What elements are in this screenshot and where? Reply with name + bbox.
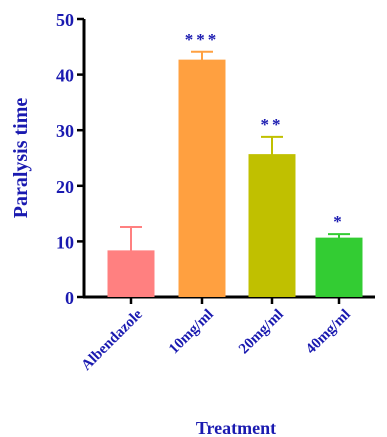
- y-tick-label: 40: [56, 66, 74, 86]
- bar: [178, 60, 226, 298]
- y-tick-label: 50: [56, 10, 74, 30]
- x-tick-label: 20mg/ml: [236, 307, 287, 358]
- significance-label: **: [261, 115, 284, 134]
- x-tick-label: 40mg/ml: [303, 307, 354, 358]
- significance-label: *: [333, 212, 345, 231]
- y-axis-label: Paralysis time: [10, 98, 32, 219]
- y-tick-label: 20: [56, 177, 74, 197]
- y-tick-label: 0: [65, 288, 74, 308]
- plot-area: 0 10 20 30 40 50 Albendazole *** 10mg/ml ** 20mg/m…: [56, 10, 375, 374]
- bar: [248, 154, 296, 297]
- bar: [315, 238, 363, 297]
- y-tick-label: 10: [56, 232, 74, 252]
- x-tick-label: 10mg/ml: [166, 307, 217, 358]
- x-axis-label: Treatment: [196, 418, 276, 437]
- bar: [107, 250, 155, 297]
- significance-label: ***: [185, 30, 220, 49]
- x-tick-label: Albendazole: [79, 306, 147, 374]
- y-tick-label: 30: [56, 121, 74, 141]
